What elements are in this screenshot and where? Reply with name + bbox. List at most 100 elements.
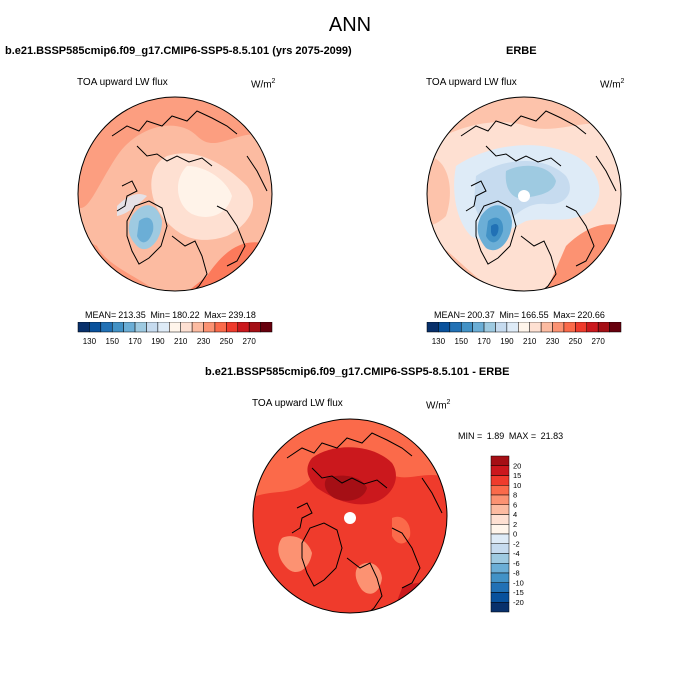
panel-2-mean-label: MEAN= [434, 310, 466, 320]
page-title: ANN [328, 14, 372, 36]
panel-1-colorbar-tick-label: 270 [242, 337, 256, 346]
panel-2-variable-label: TOA upward LW flux [426, 77, 517, 88]
diff-colorbar-tick-label: -8 [513, 569, 520, 578]
panel-1-colorbar-tick-label: 190 [151, 337, 165, 346]
panel-2-max-value: 220.66 [577, 310, 605, 320]
panel-2-colorbar-tick-label: 250 [569, 337, 583, 346]
panel-2-colorbar-swatch [540, 322, 553, 333]
diff-colorbar-tick-label: 20 [513, 461, 521, 470]
panel-1-colorbar-swatch [214, 322, 227, 333]
panel-1-colorbar-swatch [226, 322, 239, 333]
panel-1-stats: MEAN= 213.35 Min= 180.22 Max= 239.18 [85, 310, 258, 320]
panel-2-colorbar-swatch [563, 322, 576, 333]
panel-1-min-label: Min= [150, 310, 171, 320]
panel-2-colorbar-swatch [506, 322, 519, 333]
panel-2-colorbar-tick-label: 190 [500, 337, 514, 346]
panel-2-colorbar-tick-label: 270 [591, 337, 605, 346]
diff-colorbar-swatch [490, 455, 510, 466]
diff-colorbar-swatch [490, 582, 510, 593]
panel-2-colorbar-tick-label: 150 [455, 337, 469, 346]
panel-2-colorbar-swatch [495, 322, 508, 333]
panel-2-max-label: Max= [553, 310, 576, 320]
diff-colorbar-tick-label: 6 [513, 500, 517, 509]
panel-2-mean-value: 200.37 [467, 310, 495, 320]
diff-colorbar-tick-label: 2 [513, 520, 517, 529]
panel-1-polar-map [77, 96, 273, 292]
diff-colorbar-tick-label: 0 [513, 530, 517, 539]
panel-1-colorbar-swatch [157, 322, 170, 333]
panel-2-min-value: 166.55 [521, 310, 549, 320]
panel-2-colorbar-tick-label: 170 [477, 337, 491, 346]
panel-1-colorbar-swatch [180, 322, 193, 333]
diff-colorbar-swatch [490, 602, 510, 613]
diff-colorbar-swatch [490, 494, 510, 505]
panel-1-colorbar-swatch [100, 322, 113, 333]
panel-1-units: W/m2 [251, 78, 276, 91]
panel-1-variable-label: TOA upward LW flux [77, 77, 168, 88]
panel-1-mean-label: MEAN= [85, 310, 117, 320]
panel-2-colorbar-swatch [597, 322, 610, 333]
diff-min-label: MIN = [458, 431, 483, 441]
panel-1-colorbar-tick-label: 170 [128, 337, 142, 346]
diff-max-label: MAX = [508, 431, 537, 441]
panel-1-colorbar-swatch [169, 322, 181, 333]
panel-2-colorbar-swatch [449, 322, 462, 333]
diff-colorbar-swatch [490, 543, 510, 554]
panel-1-colorbar-tick-label: 150 [106, 337, 120, 346]
diff-colorbar-swatch [490, 553, 510, 564]
diff-colorbar-tick-label: 15 [513, 471, 521, 480]
diff-colorbar-swatch [490, 514, 510, 525]
diff-colorbar-tick-label: -10 [513, 578, 524, 587]
panel-1-colorbar-tick-label: 250 [220, 337, 234, 346]
panel-2-stats: MEAN= 200.37 Min= 166.55 Max= 220.66 [434, 310, 607, 320]
panel-1-colorbar: 130 150 170 190 210 230 250 270 [77, 322, 273, 346]
diff-panel-title: b.e21.BSSP585cmip6.f09_g17.CMIP6-SSP5-8.… [205, 366, 510, 378]
panel-2-colorbar-swatch [438, 322, 451, 333]
panel-2-colorbar-swatch [518, 322, 530, 333]
diff-colorbar-tick-label: -20 [513, 598, 524, 607]
panel-1-title: b.e21.BSSP585cmip6.f09_g17.CMIP6-SSP5-8.… [5, 45, 352, 57]
diff-colorbar-swatch [490, 572, 510, 583]
panel-2-colorbar-swatch [426, 322, 439, 333]
panel-1-colorbar-swatch [77, 322, 90, 333]
panel-2-colorbar-swatch [552, 322, 565, 333]
panel-2-colorbar-swatch [575, 322, 588, 333]
diff-colorbar-swatch [490, 524, 510, 535]
panel-1-colorbar-tick-label: 130 [83, 337, 97, 346]
panel-2-colorbar-swatch [472, 322, 485, 333]
panel-1-colorbar-swatch [134, 322, 147, 333]
panel-1-colorbar-swatch [237, 322, 250, 333]
diff-panel-stats: MIN = 1.89 MAX = 21.83 [458, 431, 565, 441]
diff-colorbar-tick-label: 10 [513, 481, 521, 490]
diff-colorbar-tick-label: -6 [513, 559, 520, 568]
panel-1-colorbar-swatch [111, 322, 124, 333]
panel-1-colorbar-tick-label: 210 [174, 337, 188, 346]
panel-1-colorbar-swatch [248, 322, 261, 333]
panel-2-colorbar-swatch [609, 322, 622, 333]
diff-colorbar-swatch [490, 465, 510, 476]
panel-1-colorbar-swatch [203, 322, 216, 333]
panel-1-colorbar-swatch [89, 322, 102, 333]
diff-colorbar-swatch [490, 475, 510, 486]
panel-2-colorbar: 130 150 170 190 210 230 250 270 [426, 322, 622, 346]
diff-min-value: 1.89 [486, 431, 505, 441]
panel-2-colorbar-swatch [460, 322, 473, 333]
diff-colorbar-swatch [490, 485, 510, 496]
diff-colorbar-tick-label: -4 [513, 549, 520, 558]
panel-2-colorbar-swatch [586, 322, 599, 333]
diff-colorbar-tick-label: 8 [513, 491, 517, 500]
panel-1-colorbar-swatch [146, 322, 159, 333]
panel-1-max-value: 239.18 [228, 310, 256, 320]
panel-1-colorbar-swatch [191, 322, 204, 333]
diff-panel-variable-label: TOA upward LW flux [252, 398, 343, 409]
panel-1-min-value: 180.22 [172, 310, 200, 320]
panel-1-max-label: Max= [204, 310, 227, 320]
diff-colorbar-swatch [490, 504, 510, 515]
panel-2-colorbar-swatch [529, 322, 542, 333]
panel-1-mean-value: 213.35 [118, 310, 146, 320]
diff-colorbar-swatch [490, 533, 510, 544]
panel-1-colorbar-swatch [260, 322, 273, 333]
panel-1-colorbar-tick-label: 230 [197, 337, 211, 346]
diff-colorbar-swatch [490, 563, 510, 574]
